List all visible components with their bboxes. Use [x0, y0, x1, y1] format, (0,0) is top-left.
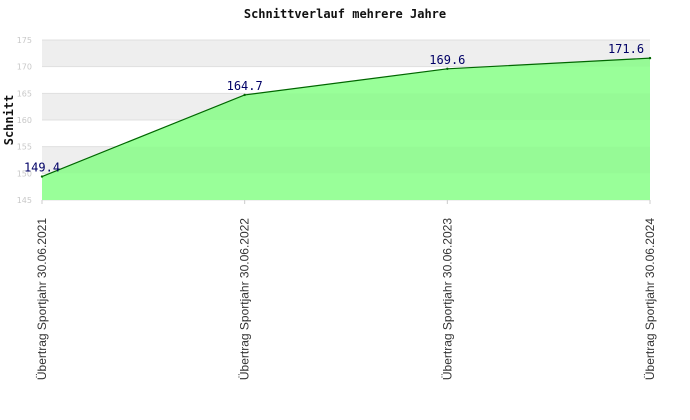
- data-point: [648, 56, 652, 60]
- x-tick-label: Übertrag Sportjahr 30.06.2024: [643, 218, 657, 380]
- data-label: 171.6: [608, 42, 644, 56]
- y-axis-ticks: 145 150 155 160 165 170 175: [17, 36, 32, 205]
- data-point: [446, 67, 449, 71]
- y-tick-label: 145: [17, 196, 32, 205]
- background-band: [42, 40, 650, 67]
- y-tick-label: 165: [17, 89, 32, 98]
- data-label: 169.6: [429, 53, 465, 67]
- data-label: 164.7: [227, 79, 263, 93]
- area-band-shade: [42, 93, 650, 120]
- plot-area: [40, 56, 652, 201]
- x-tick-label: Übertrag Sportjahr 30.06.2021: [35, 218, 49, 380]
- y-tick-label: 175: [17, 36, 32, 45]
- area-band-shade: [42, 147, 650, 174]
- x-axis-ticks: Übertrag Sportjahr 30.06.2021 Übertrag Sp…: [35, 200, 657, 380]
- x-tick-label: Übertrag Sportjahr 30.06.2023: [440, 218, 454, 380]
- series-area: [42, 58, 650, 201]
- data-point: [243, 93, 246, 97]
- y-tick-label: 155: [17, 143, 32, 152]
- y-tick-label: 170: [17, 63, 32, 72]
- data-label: 149.4: [24, 161, 60, 175]
- data-point: [40, 175, 44, 178]
- chart-title: Schnittverlauf mehrere Jahre: [244, 7, 446, 21]
- data-labels: 149.4 164.7 169.6 171.6: [24, 42, 644, 174]
- y-tick-label: 160: [17, 116, 32, 125]
- y-tick-label: 150: [17, 169, 32, 178]
- x-tick-label: Übertrag Sportjahr 30.06.2022: [238, 218, 252, 380]
- y-axis-label: Schnitt: [2, 95, 16, 146]
- series-line: [41, 57, 651, 178]
